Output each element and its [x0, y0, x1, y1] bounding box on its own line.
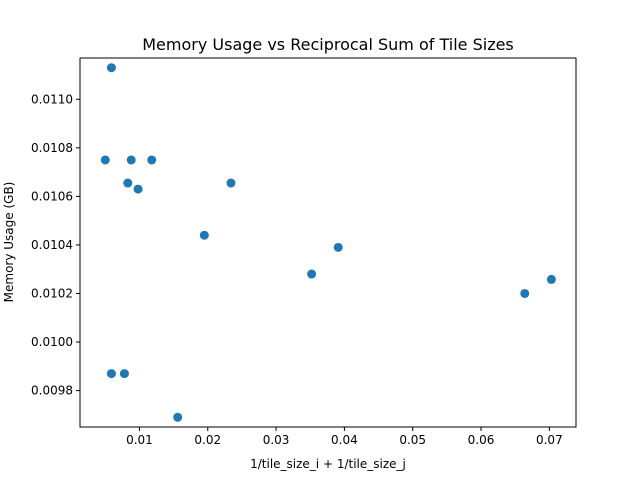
- y-tick-label: 0.0102: [31, 286, 73, 300]
- scatter-point: [106, 369, 116, 379]
- x-axis-ticks: 0.01 0.02 0.03 0.04 0.05 0.06 0.07: [126, 427, 563, 447]
- x-tick-label: 0.03: [263, 433, 290, 447]
- scatter-point: [123, 178, 133, 188]
- x-tick-label: 0.07: [536, 433, 563, 447]
- scatter-point: [133, 184, 143, 194]
- scatter-point: [546, 274, 556, 284]
- data-points: [100, 63, 556, 422]
- plot-area-frame: [79, 57, 577, 428]
- y-tick-label: 0.0098: [31, 384, 73, 398]
- scatter-point: [119, 369, 129, 379]
- scatter-point: [333, 242, 343, 252]
- x-tick-label: 0.04: [331, 433, 358, 447]
- scatter-point: [126, 155, 136, 165]
- chart-title: Memory Usage vs Reciprocal Sum of Tile S…: [142, 35, 514, 54]
- y-axis-ticks: 0.0098 0.0100 0.0102 0.0104 0.0106 0.0108 0.01…: [31, 92, 80, 398]
- scatter-point: [520, 288, 530, 298]
- scatter-point: [100, 155, 110, 165]
- x-axis-label: 1/tile_size_i + 1/tile_size_j: [250, 457, 406, 471]
- scatter-point: [147, 155, 157, 165]
- scatter-point: [173, 412, 183, 422]
- x-tick-label: 0.01: [126, 433, 153, 447]
- y-tick-label: 0.0104: [31, 238, 73, 252]
- x-tick-label: 0.05: [399, 433, 426, 447]
- y-axis-label: Memory Usage (GB): [2, 182, 16, 303]
- scatter-point: [106, 63, 116, 73]
- scatter-point: [226, 178, 236, 188]
- y-tick-label: 0.0106: [31, 189, 73, 203]
- scatter-point: [307, 269, 317, 279]
- x-tick-label: 0.06: [468, 433, 495, 447]
- scatter-point: [199, 230, 209, 240]
- y-tick-label: 0.0108: [31, 141, 73, 155]
- x-tick-label: 0.02: [194, 433, 221, 447]
- y-tick-label: 0.0100: [31, 335, 73, 349]
- y-tick-label: 0.0110: [31, 92, 73, 106]
